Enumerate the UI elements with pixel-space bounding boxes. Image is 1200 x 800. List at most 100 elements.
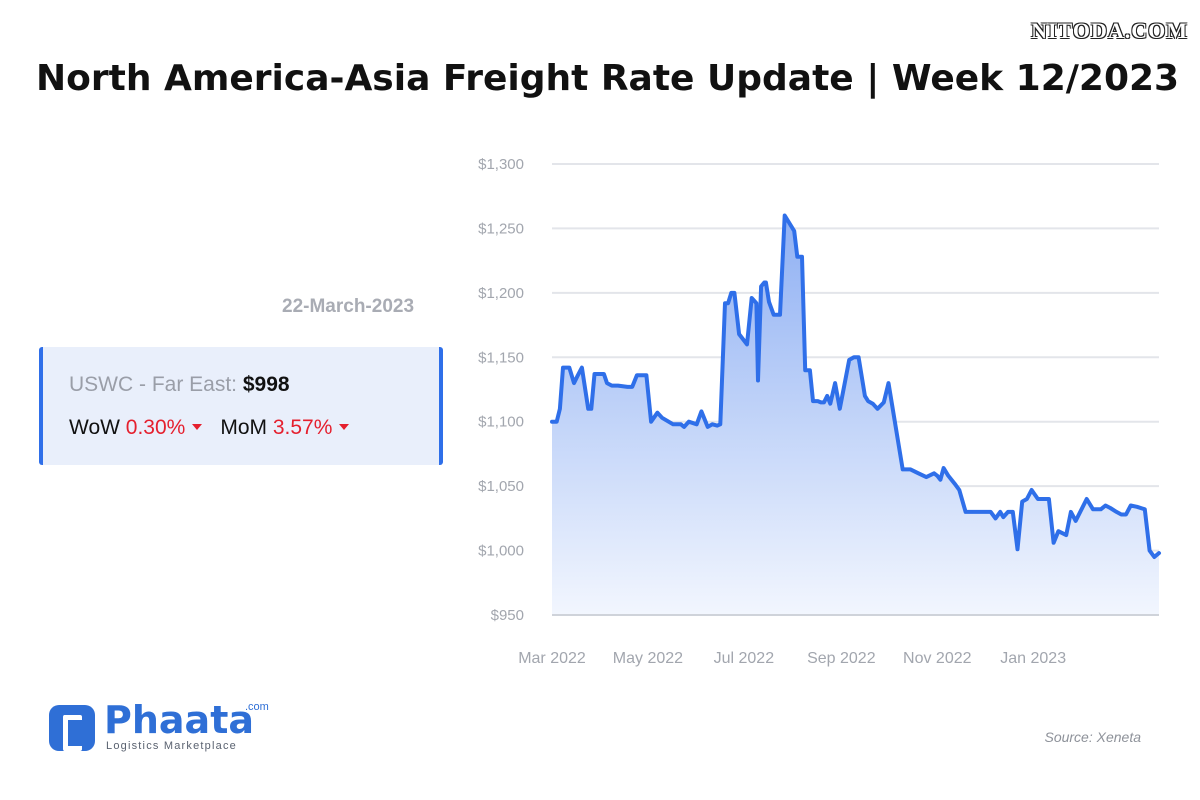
data-point [605,381,609,385]
data-point [687,420,691,423]
rate-area-fill [552,215,1159,615]
data-point [947,474,950,478]
wow-value: 0.30% [125,416,186,439]
data-point [1143,508,1147,511]
data-point [1006,510,1010,514]
mom-label: MoM [220,416,268,439]
data-point [866,399,870,403]
y-tick-label: $950 [491,607,524,624]
x-tick-label: Jan 2023 [1000,650,1066,667]
data-point [1120,513,1123,516]
data-point [558,407,562,411]
data-point [682,425,686,429]
data-point [1057,530,1060,533]
data-point [857,356,860,359]
data-point [819,401,823,404]
data-point [555,420,558,423]
page-title: North America-Asia Freight Rate Update |… [36,58,1180,99]
data-point [649,420,653,423]
data-point [737,332,741,336]
data-point [848,358,851,362]
data-point [876,407,879,411]
data-point [610,384,613,387]
data-point [803,368,807,372]
data-point [989,510,992,514]
data-point [909,468,912,471]
data-point [642,374,645,377]
data-point [998,510,1002,514]
mom-value: 3.57% [272,416,333,439]
data-point [772,313,775,316]
data-point [1104,504,1107,507]
data-point [660,416,664,420]
data-point [602,372,606,376]
data-point [1099,508,1103,511]
data-point [970,510,974,514]
y-tick-label: $1,300 [478,156,524,173]
data-point [964,510,967,514]
data-point [838,407,841,411]
logo-domain: .com [245,701,269,713]
watermark: NITODA.COM [1031,18,1188,43]
data-point [1129,504,1132,507]
data-point [925,475,928,479]
data-point [1065,533,1068,537]
current-price: $998 [242,373,290,396]
y-tick-label: $1,000 [478,543,524,560]
data-point [568,366,571,369]
data-point [822,401,826,404]
data-point [656,411,659,414]
data-point [593,372,596,376]
data-point [1052,541,1055,545]
data-point [733,291,736,295]
data-point [764,281,768,284]
data-point [755,301,758,305]
y-tick-label: $1,050 [478,478,524,495]
data-point [1011,510,1014,514]
data-point [745,343,749,346]
data-point [630,385,634,389]
data-point [871,402,874,405]
data-point [796,255,799,258]
route-label: USWC - Far East: [69,373,238,396]
change-line: WoW 0.30% MoM 3.57% [69,416,357,440]
y-tick-label: $1,100 [478,414,524,431]
data-point [1025,497,1029,501]
data-point [590,407,593,411]
data-point [1020,500,1024,503]
data-point [1085,497,1088,501]
data-point [1047,497,1051,501]
data-point [942,466,945,470]
report-date: 22-March-2023 [282,296,415,317]
rate-summary-card: USWC - Far East: $998 WoW 0.30% MoM 3.57% [39,347,443,465]
data-point [1157,551,1161,555]
y-tick-label: $1,150 [478,349,524,366]
data-point [726,301,730,305]
phaata-logo: Phaata .com Logistics Marketplace [49,698,279,754]
data-point [792,229,796,233]
data-point [811,399,815,403]
x-tick-label: Sep 2022 [807,650,876,667]
source-note: Source: Xeneta [1044,729,1141,745]
down-caret-icon [339,423,350,430]
data-point [671,423,675,426]
data-point [695,423,698,426]
data-point [586,407,590,411]
data-point [730,291,733,295]
data-point [626,385,629,389]
data-point [958,488,961,492]
data-point [700,410,703,413]
data-point [759,285,763,288]
data-point [1135,505,1139,508]
route-line: USWC - Far East: $998 [69,373,290,397]
data-point [825,394,829,398]
data-point [767,300,771,304]
data-point [561,366,565,369]
data-point [953,482,956,485]
y-tick-label: $1,250 [478,220,524,237]
data-point [984,510,988,514]
data-point [1041,497,1044,501]
data-point [917,472,920,475]
data-point [750,296,753,300]
data-point [719,423,722,426]
